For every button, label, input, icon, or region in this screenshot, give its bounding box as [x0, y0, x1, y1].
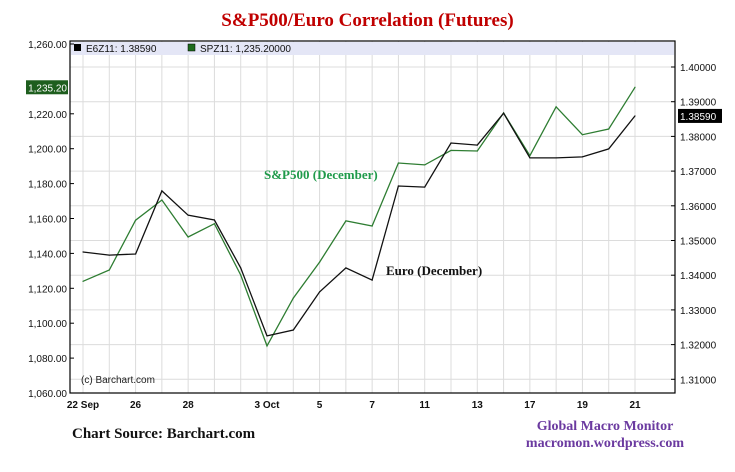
- euro-point: [634, 115, 636, 117]
- euro-point: [397, 185, 400, 187]
- euro-point: [555, 157, 557, 159]
- right-axis-tick-label: 1.39000: [680, 98, 717, 109]
- sp500-point: [213, 223, 216, 225]
- right-axis-tick-label: 1.33000: [680, 306, 717, 317]
- x-axis-tick-label: 28: [183, 400, 195, 411]
- left-axis-tick-label: 1,160.00: [28, 215, 67, 226]
- euro-point: [266, 335, 268, 337]
- x-axis-tick-label: 26: [130, 400, 142, 411]
- euro-point: [134, 253, 137, 255]
- left-axis-tick-label: 1,260.00: [28, 40, 67, 51]
- right-axis-tick-label: 1.34000: [680, 271, 717, 282]
- sp500-point: [161, 199, 163, 201]
- euro-line: [82, 112, 636, 337]
- sp500-point: [266, 345, 268, 347]
- right-axis-tick-label: 1.36000: [680, 202, 717, 213]
- legend-band: [71, 42, 674, 55]
- euro-point: [502, 112, 505, 114]
- right-last-value-badge: [678, 108, 722, 123]
- left-last-value-badge: [26, 80, 68, 95]
- chart-source: Chart Source: Barchart.com: [72, 426, 256, 442]
- x-axis-tick-label: 5: [317, 400, 323, 411]
- sp500-point: [292, 297, 294, 299]
- sp500-point: [318, 261, 321, 263]
- sp500-point: [345, 220, 347, 222]
- right-axis-tick-label: 1.32000: [680, 341, 717, 352]
- brand-name: Global Macro Monitor: [536, 419, 674, 434]
- sp500-point: [82, 280, 84, 282]
- sp500-point: [371, 225, 373, 227]
- sp500-annotation: S&P500 (December): [264, 167, 378, 182]
- euro-point: [108, 254, 110, 256]
- left-axis-tick-label: 1,180.00: [28, 180, 67, 191]
- x-axis-tick-label: 22 Sep: [67, 400, 99, 411]
- x-axis-tick-label: 19: [577, 400, 589, 411]
- sp500-point: [608, 128, 610, 130]
- brand-url: macromon.wordpress.com: [525, 436, 685, 451]
- euro-point: [318, 291, 321, 293]
- x-axis-tick-label: 13: [472, 400, 484, 411]
- euro-point: [345, 267, 347, 269]
- right-axis-tick-label: 1.37000: [680, 167, 717, 178]
- legend-label-euro: E6Z11: 1.38590: [86, 44, 157, 55]
- chart-title: S&P500/Euro Correlation (Futures): [221, 10, 514, 31]
- sp500-point: [240, 274, 242, 276]
- left-axis-tick-label: 1,120.00: [28, 284, 67, 295]
- sp500-point: [187, 236, 189, 238]
- euro-point: [161, 190, 163, 192]
- euro-point: [581, 156, 584, 158]
- sp500-point: [450, 149, 452, 152]
- euro-point: [187, 214, 189, 216]
- right-axis-tick-label: 1.38000: [680, 132, 717, 143]
- left-axis-tick-label: 1,080.00: [28, 354, 67, 365]
- sp500-line: [82, 86, 636, 348]
- right-axis-tick-label: 1.31000: [680, 375, 717, 386]
- brand-credit: Global Macro Monitor macromon.wordpress.…: [520, 418, 690, 452]
- left-axis-tick-label: 1,200.00: [28, 145, 67, 156]
- euro-point: [608, 148, 610, 150]
- right-axis-tick-label: 1.40000: [680, 63, 717, 74]
- sp500-point: [529, 155, 531, 157]
- x-axis-tick-label: 11: [419, 400, 430, 411]
- left-axis-tick-label: 1,220.00: [28, 110, 67, 121]
- sp500-point: [476, 150, 478, 152]
- sp500-point: [108, 269, 110, 271]
- x-axis-tick-label: 21: [629, 400, 641, 411]
- left-axis-tick-label: 1,100.00: [28, 319, 67, 330]
- euro-annotation: Euro (December): [386, 263, 482, 278]
- euro-point: [424, 186, 426, 188]
- plot-frame: [69, 40, 676, 394]
- sp500-point: [555, 106, 557, 108]
- legend-swatch-euro: [74, 44, 81, 51]
- left-axis-tick-label: 1,140.00: [28, 249, 67, 260]
- legend-swatch-sp500: [187, 43, 196, 52]
- sp500-point: [134, 219, 137, 221]
- sp500-point: [397, 162, 400, 164]
- left-axis-tick-label: 1,060.00: [28, 389, 67, 400]
- left-last-value-label: 1,235.20: [28, 83, 67, 94]
- x-axis-tick-label: 3 Oct: [254, 400, 280, 411]
- watermark: (c) Barchart.com: [81, 375, 155, 386]
- right-axis-tick-label: 1.35000: [680, 237, 717, 248]
- euro-point: [371, 279, 373, 281]
- euro-point: [240, 267, 242, 269]
- sp500-point: [424, 164, 426, 166]
- euro-point: [450, 142, 452, 144]
- x-axis-tick-label: 17: [524, 400, 536, 411]
- euro-point: [82, 251, 84, 253]
- x-axis-tick-label: 7: [369, 400, 375, 411]
- euro-point: [476, 144, 478, 146]
- legend-label-sp500: SPZ11: 1,235.20000: [200, 44, 291, 55]
- right-last-value-label: 1.38590: [680, 112, 717, 123]
- euro-point: [529, 157, 531, 159]
- sp500-point: [634, 86, 636, 88]
- sp500-point: [581, 134, 584, 136]
- euro-point: [213, 219, 216, 221]
- euro-point: [292, 329, 294, 331]
